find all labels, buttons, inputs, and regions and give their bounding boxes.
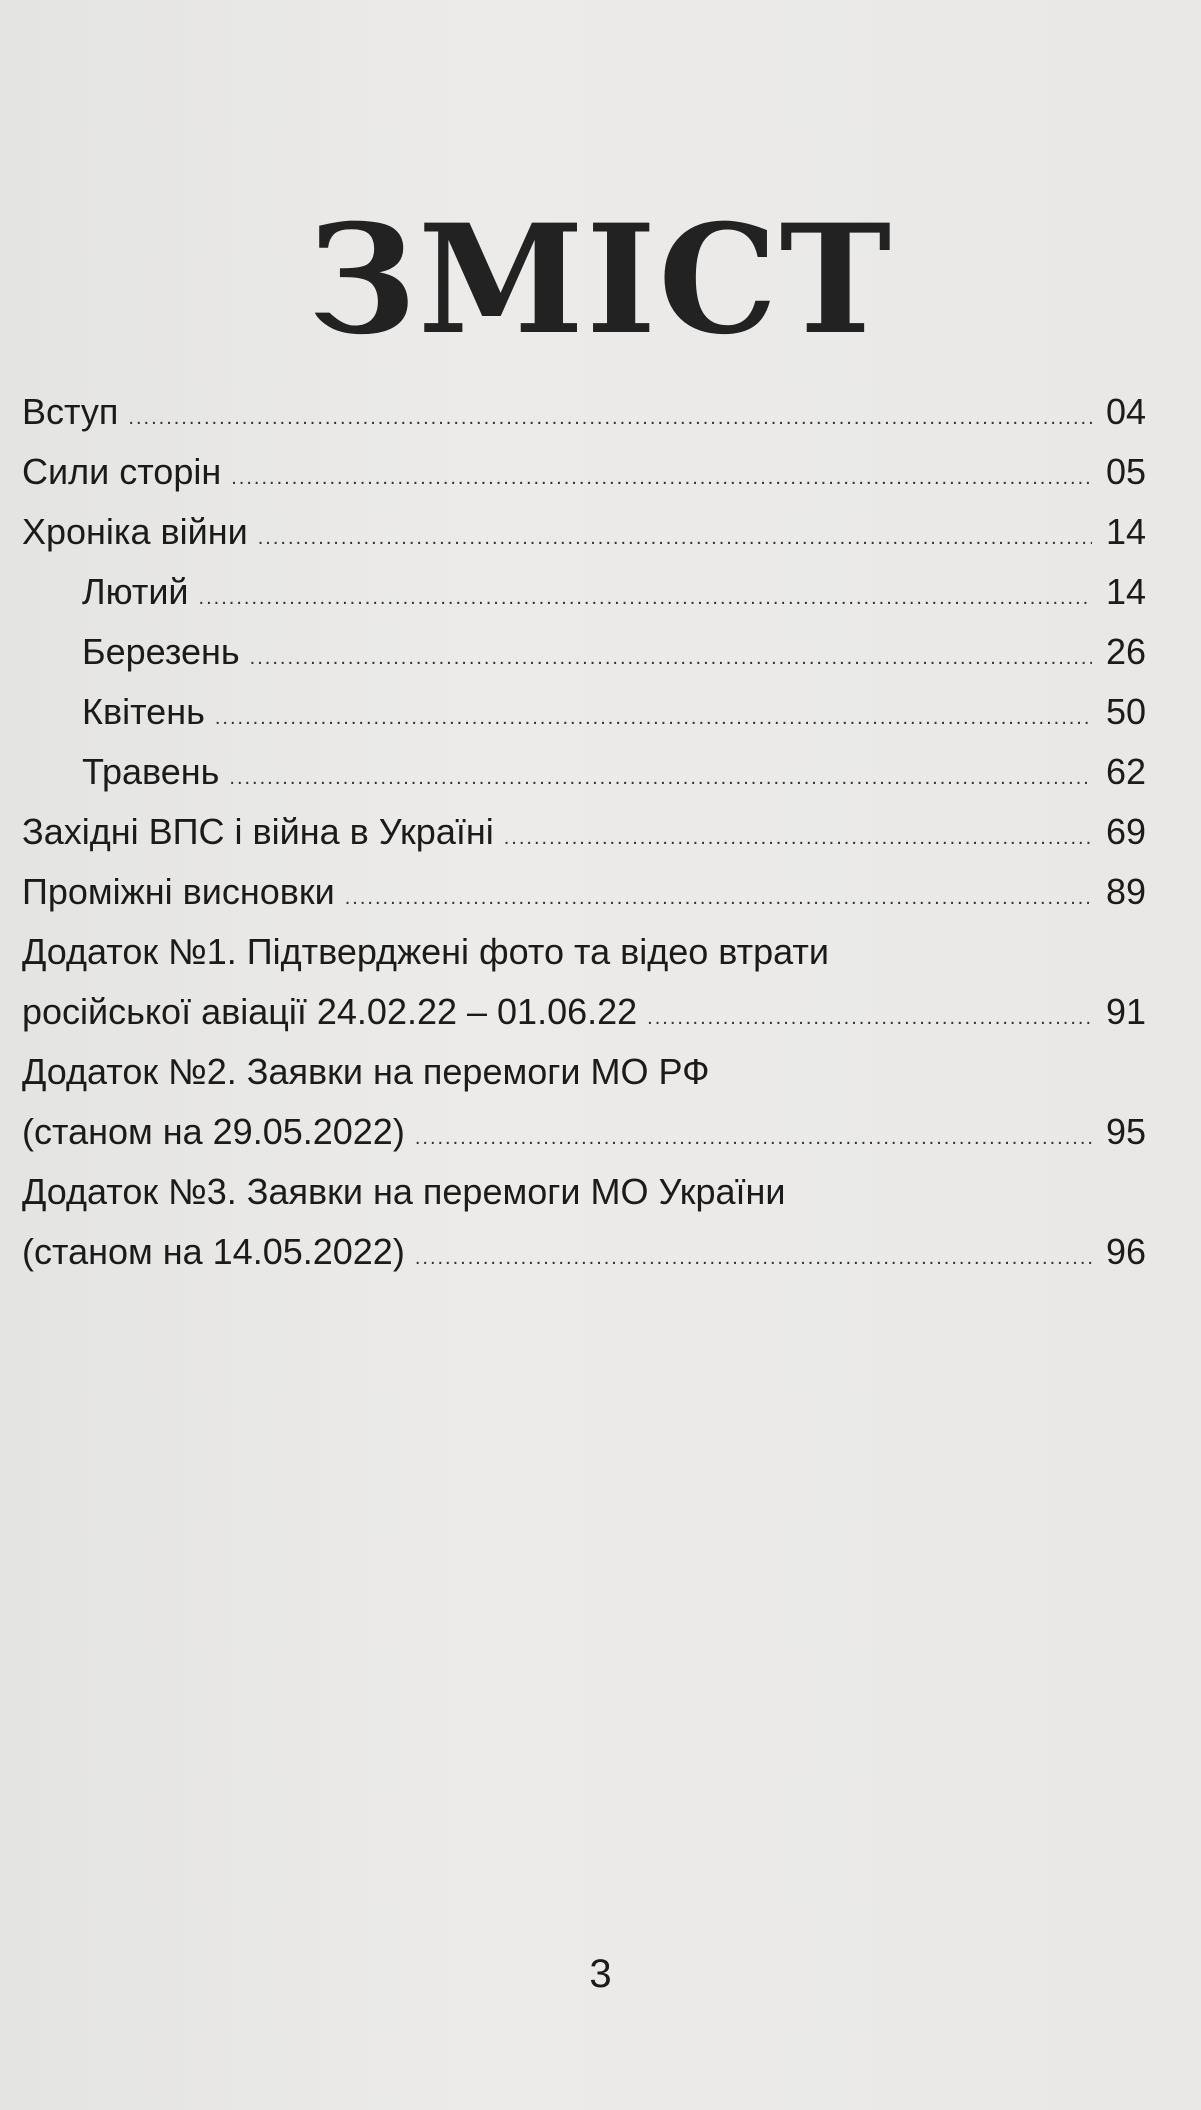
toc-entry: (станом на 29.05.2022) 95	[22, 1102, 1146, 1162]
toc-entry-label: російської авіації 24.02.22 – 01.06.22	[22, 991, 638, 1032]
toc-entry: Травень 62	[22, 742, 1146, 802]
dot-leader	[128, 388, 1092, 448]
toc-entry-page: 89	[1105, 871, 1146, 912]
toc-entry-label: Додаток №1. Підтверджені фото та відео в…	[22, 931, 829, 972]
toc-entry-label: Західні ВПС і війна в Україні	[22, 811, 494, 852]
toc-entry-page: 14	[1105, 511, 1146, 552]
dot-leader	[504, 808, 1092, 868]
toc-entry-page: 62	[1105, 751, 1146, 792]
toc-entry: російської авіації 24.02.22 – 01.06.22 91	[22, 982, 1146, 1042]
toc-entry: Додаток №3. Заявки на перемоги МО Україн…	[22, 1162, 1146, 1222]
page-number: 3	[589, 1952, 612, 1996]
toc-entry-label: (станом на 29.05.2022)	[22, 1111, 405, 1152]
dot-leader	[215, 688, 1092, 748]
toc-entry-page: 04	[1105, 391, 1146, 432]
toc-entry: Проміжні висновки 89	[22, 862, 1146, 922]
toc-entry-page: 14	[1105, 571, 1146, 612]
toc-entry: Західні ВПС і війна в Україні 69	[22, 802, 1146, 862]
toc-entry-label: Вступ	[22, 391, 119, 432]
table-of-contents: Вступ04Сили сторін05Хроніка війни14Лютий…	[22, 382, 1146, 1282]
toc-entry-label: Травень	[82, 751, 220, 792]
toc-entry-page: 05	[1105, 451, 1146, 492]
toc-entry-label: Додаток №2. Заявки на перемоги МО РФ	[22, 1051, 710, 1092]
dot-leader	[199, 568, 1092, 628]
toc-entry: Вступ 04	[22, 382, 1146, 442]
toc-entry: Сили сторін 05	[22, 442, 1146, 502]
dot-leader	[647, 988, 1092, 1048]
page-title: ЗМІСТ	[307, 192, 894, 368]
dot-leader	[415, 1228, 1092, 1288]
dot-leader	[258, 508, 1092, 568]
toc-entry-page: 95	[1105, 1111, 1146, 1152]
toc-entry-page: 69	[1105, 811, 1146, 852]
toc-entry-page: 50	[1105, 691, 1146, 732]
toc-entry: Хроніка війни 14	[22, 502, 1146, 562]
dot-leader	[345, 868, 1092, 928]
toc-entry: Додаток №1. Підтверджені фото та відео в…	[22, 922, 1146, 982]
dot-leader	[231, 448, 1092, 508]
toc-entry-label: Проміжні висновки	[22, 871, 335, 912]
dot-leader	[415, 1108, 1092, 1168]
toc-entry: Додаток №2. Заявки на перемоги МО РФ	[22, 1042, 1146, 1102]
toc-entry-label: Лютий	[82, 571, 189, 612]
toc-entry: Квітень 50	[22, 682, 1146, 742]
toc-entry-page: 91	[1105, 991, 1146, 1032]
toc-entry-label: Квітень	[82, 691, 205, 732]
toc-entry-label: Хроніка війни	[22, 511, 248, 552]
dot-leader	[250, 628, 1092, 688]
toc-entry-label: Додаток №3. Заявки на перемоги МО Україн…	[22, 1171, 786, 1212]
toc-entry: Березень 26	[22, 622, 1146, 682]
toc-entry-label: Березень	[82, 631, 240, 672]
toc-entry-page: 96	[1105, 1231, 1146, 1272]
toc-entry: (станом на 14.05.2022) 96	[22, 1222, 1146, 1282]
toc-entry-label: Сили сторін	[22, 451, 222, 492]
toc-entry-page: 26	[1105, 631, 1146, 672]
toc-entry-label: (станом на 14.05.2022)	[22, 1231, 405, 1272]
toc-entry: Лютий 14	[22, 562, 1146, 622]
dot-leader	[229, 748, 1092, 808]
